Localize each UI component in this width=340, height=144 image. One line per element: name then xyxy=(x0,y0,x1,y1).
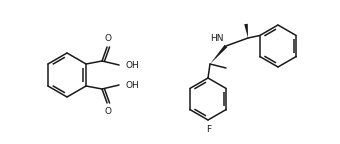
Text: OH: OH xyxy=(125,60,139,70)
Text: O: O xyxy=(105,34,112,43)
Text: F: F xyxy=(206,125,211,134)
Text: HN: HN xyxy=(210,34,224,43)
Polygon shape xyxy=(210,45,227,64)
Text: O: O xyxy=(105,107,112,116)
Text: OH: OH xyxy=(125,80,139,90)
Polygon shape xyxy=(244,24,248,38)
